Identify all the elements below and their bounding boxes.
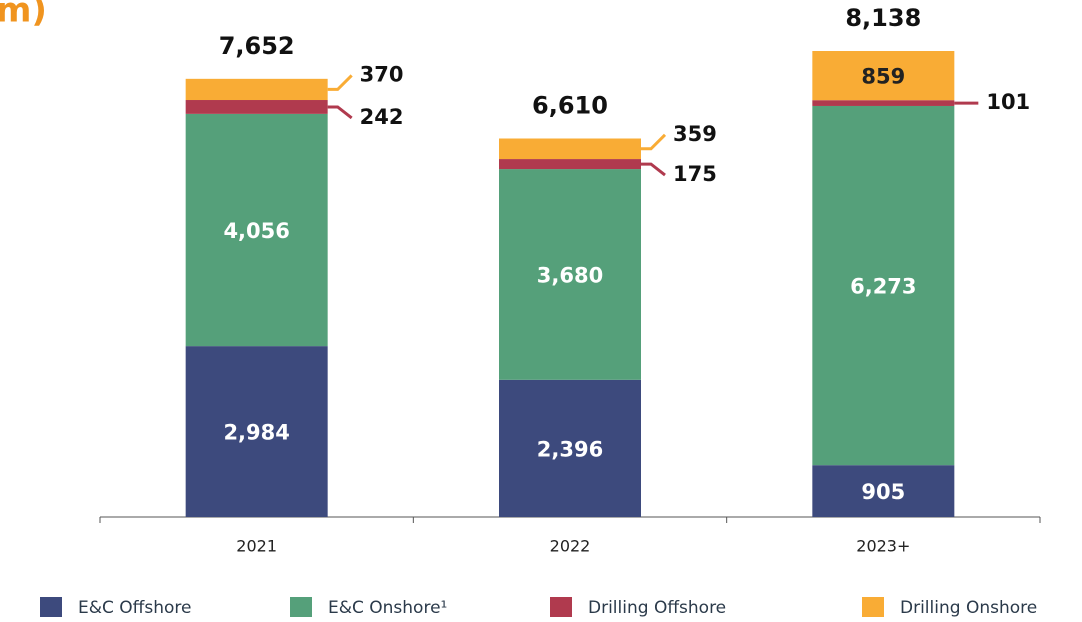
segment-label: 370	[360, 62, 404, 86]
segment-label: 175	[673, 162, 717, 186]
leader-line	[327, 105, 353, 120]
segment-label: 6,273	[850, 275, 916, 299]
bar-segment	[812, 100, 955, 106]
legend-swatch	[40, 597, 62, 617]
segment-label: 2,396	[537, 437, 603, 461]
legend-label: Drilling Onshore	[900, 598, 1037, 618]
segment-label: 859	[861, 65, 905, 89]
legend-label: Drilling Offshore	[588, 598, 726, 618]
leader-line	[641, 162, 666, 177]
chart-title: m)	[0, 0, 47, 31]
segment-label: 242	[360, 105, 404, 129]
segment-label: 101	[986, 90, 1030, 114]
total-label: 6,610	[532, 91, 608, 119]
legend-swatch	[290, 597, 312, 617]
total-label: 7,652	[219, 32, 295, 60]
legend-swatch	[862, 597, 884, 617]
x-tick-label: 2021	[236, 537, 277, 556]
bar-segment	[812, 51, 955, 101]
legend-label: E&C Offshore	[78, 598, 191, 618]
legend-label: E&C Onshore¹	[328, 598, 447, 618]
leader-line	[327, 74, 353, 91]
bar-segment	[812, 105, 955, 466]
leader-line	[641, 133, 667, 151]
segment-label: 359	[673, 122, 717, 146]
segment-label: 905	[861, 480, 905, 504]
total-label: 8,138	[845, 4, 921, 32]
bar-segment	[499, 159, 641, 170]
bar-segment	[499, 379, 641, 517]
x-tick-label: 2023+	[856, 537, 910, 556]
segment-label: 4,056	[223, 219, 289, 243]
segment-label: 3,680	[537, 263, 603, 287]
legend-swatch	[550, 597, 572, 617]
x-tick-label: 2022	[550, 537, 591, 556]
bar-segment	[185, 346, 328, 517]
bar-segment	[185, 100, 328, 114]
bar-segment	[185, 113, 328, 347]
bar-segment	[499, 138, 641, 160]
segment-label: 2,984	[223, 421, 289, 445]
bar-segment	[812, 465, 955, 517]
bar-segment	[185, 78, 328, 101]
bar-segment	[499, 169, 641, 380]
